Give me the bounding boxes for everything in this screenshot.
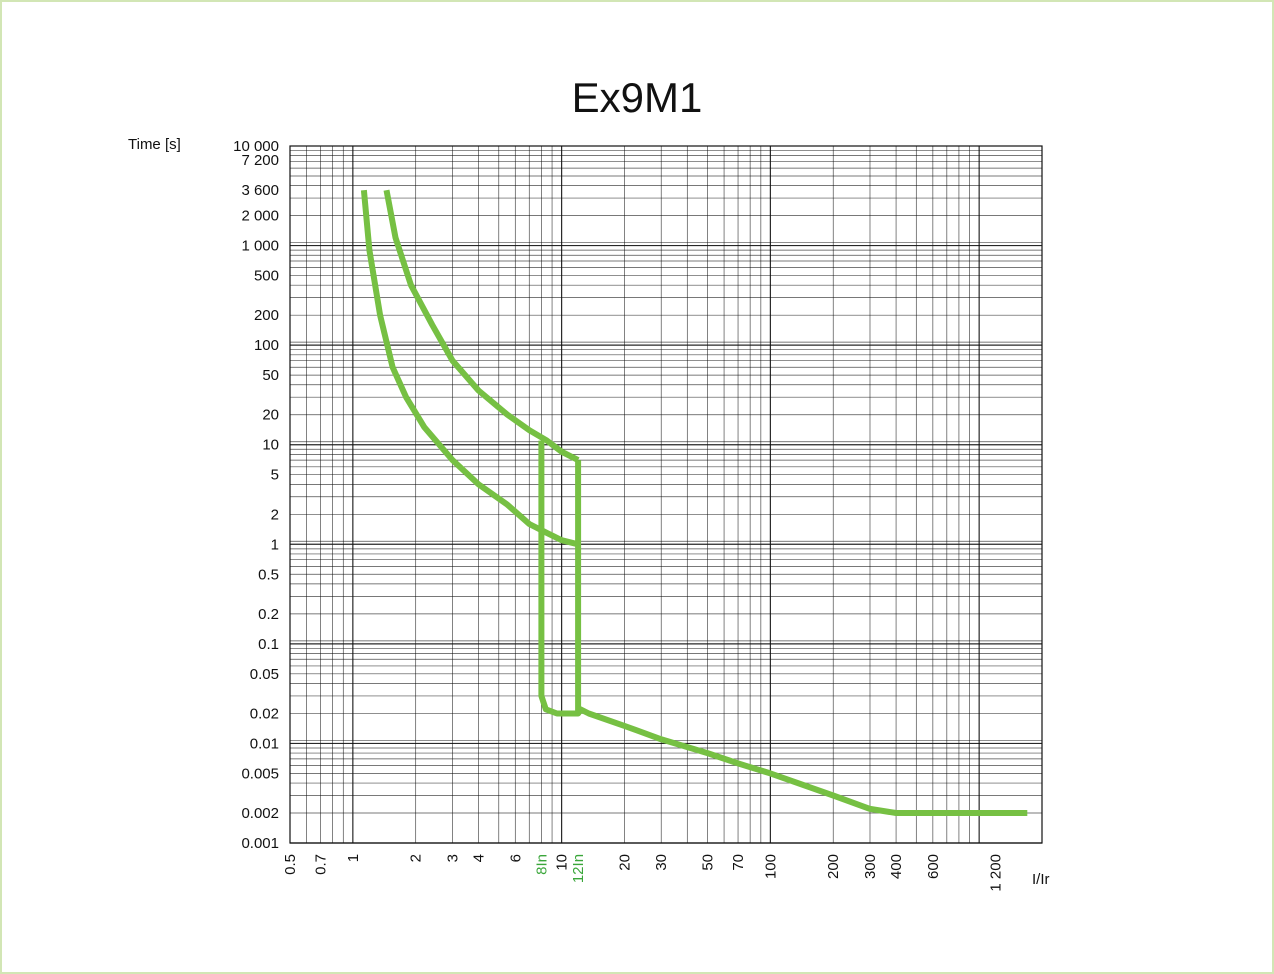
y-tick-label: 0.001 [241,835,279,852]
trip-curve-series-2 [383,189,580,463]
chart-title: Ex9M1 [571,74,703,121]
x-tick-label: 6 [507,854,524,862]
y-tick-label: 200 [254,307,279,324]
x-tick-label: 0.7 [313,854,330,875]
y-tick-label: 500 [254,268,279,285]
y-tick-label: 7 200 [241,152,279,169]
grid-lines [289,145,1043,844]
x-tick-label-highlight: 8In [533,854,550,875]
y-tick-label: 1 [271,536,279,553]
trip-curve-series-3 [538,440,582,717]
y-axis-label: Time [s] [128,136,181,153]
x-tick-label: 1 200 [988,854,1005,892]
y-tick-label: 50 [262,367,279,384]
trip-curve-series-4 [575,706,1028,816]
x-tick-label: 3 [445,854,462,862]
y-tick-label: 2 [271,506,279,523]
trip-curves [360,189,1028,816]
x-tick-label-highlight: 12In [570,854,587,883]
plot-border [289,145,1043,844]
x-tick-label: 100 [762,854,779,879]
y-tick-label: 100 [254,337,279,354]
y-tick-label: 2 000 [241,208,279,225]
y-tick-label: 0.1 [258,636,279,653]
y-tick-label: 20 [262,407,279,424]
x-tick-label: 50 [700,854,717,871]
x-tick-label: 4 [471,854,488,862]
y-tick-label: 10 000 [233,138,279,155]
x-tick-label: 0.5 [282,854,299,875]
x-tick-label: 600 [925,854,942,879]
y-tick-label: 0.005 [241,765,279,782]
y-tick-label: 1 000 [241,238,279,255]
x-axis-label: I/Ir [1032,871,1050,888]
x-tick-label: 30 [653,854,670,871]
y-tick-label: 0.2 [258,606,279,623]
x-tick-label: 300 [862,854,879,879]
y-tick-label: 0.02 [250,705,279,722]
x-tick-label: 1 [345,854,362,862]
y-tick-label: 3 600 [241,182,279,199]
x-tick-label: 70 [730,854,747,871]
trip-curve-series-1 [360,189,579,548]
x-tick-label: 2 [408,854,425,862]
x-tick-label: 20 [617,854,634,871]
y-tick-label: 0.5 [258,566,279,583]
y-tick-label: 0.002 [241,805,279,822]
x-tick-label: 400 [888,854,905,879]
y-tick-label: 0.05 [250,666,279,683]
x-tick-label: 10 [554,854,571,871]
y-tick-label: 10 [262,437,279,454]
x-tick-label: 200 [825,854,842,879]
x-tick-labels: 0.5 0.7 1 2 3 4 6 8In 10 12In 20 30 50 70 100 200 300 400… [282,854,1005,892]
y-tick-label: 0.01 [250,735,279,752]
y-tick-label: 5 [271,467,279,484]
